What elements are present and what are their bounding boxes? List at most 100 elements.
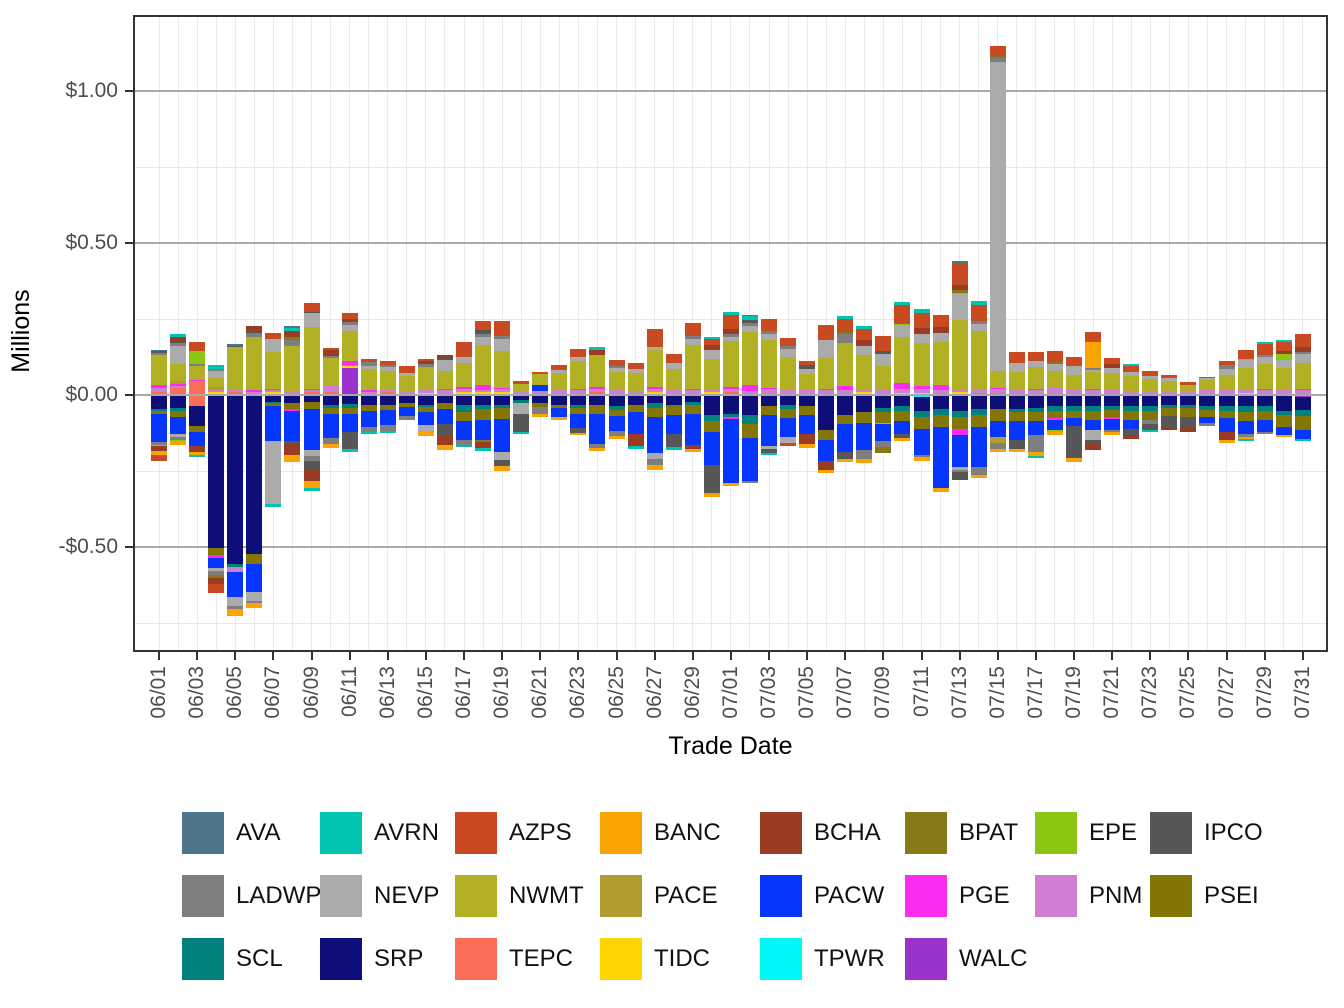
bar-segment-SCL xyxy=(970,409,987,416)
bar-segment-SRP xyxy=(799,395,816,407)
bar-segment-AZPS xyxy=(398,365,415,374)
bar-segment-AZPS xyxy=(1294,333,1311,348)
x-tick-label: 07/05 xyxy=(795,666,819,719)
bar-segment-PGE xyxy=(360,390,377,392)
x-axis-tick xyxy=(577,652,580,660)
bar-segment-BANC xyxy=(818,470,835,474)
y-axis-tick xyxy=(125,241,133,244)
bar-segment-PSEI xyxy=(1104,409,1121,418)
x-gridline xyxy=(882,15,884,652)
bar-segment-PSEI xyxy=(1123,410,1140,420)
bar-segment-AVRN xyxy=(513,432,530,434)
bar-segment-LADWP xyxy=(780,345,797,350)
bar-segment-PGE xyxy=(208,555,225,558)
bar-segment-NWMT xyxy=(1275,367,1292,391)
bar-segment-AZPS xyxy=(341,312,358,319)
bar-segment-NWMT xyxy=(1085,372,1102,389)
legend-label-BPAT: BPAT xyxy=(959,819,1019,846)
bar-segment-PSEI xyxy=(875,412,892,423)
x-tick-label: 06/07 xyxy=(261,666,285,719)
bar-segment-PACW xyxy=(494,418,511,453)
bar-segment-SRP xyxy=(913,397,930,411)
legend-swatch-BCHA xyxy=(760,812,802,854)
bar-segment-NWMT xyxy=(551,373,568,389)
bar-segment-BCHA xyxy=(1294,347,1311,352)
bar-segment-NEVP xyxy=(417,425,434,432)
bar-segment-BANC xyxy=(684,449,701,453)
x-axis-tick xyxy=(691,652,694,660)
bar-segment-SRP xyxy=(951,395,968,411)
bar-segment-BCHA xyxy=(913,328,930,335)
bar-segment-PSEI xyxy=(780,409,797,419)
bar-segment-SCL xyxy=(570,404,587,409)
x-tick-label: 07/23 xyxy=(1138,666,1162,719)
bar-segment-NWMT xyxy=(970,331,987,390)
bar-segment-PGE xyxy=(722,387,739,389)
bar-segment-PSEI xyxy=(208,547,225,556)
bar-segment-NWMT xyxy=(494,351,511,388)
y-gridline-major xyxy=(133,394,1328,396)
bar-segment-LADWP xyxy=(761,331,778,335)
bar-segment-NEVP xyxy=(227,596,244,606)
bar-segment-LADWP xyxy=(1085,368,1102,370)
x-gridline xyxy=(558,15,560,652)
bar-segment-PACW xyxy=(208,557,225,569)
x-tick-label: 06/19 xyxy=(490,666,514,719)
bar-segment-BCHA xyxy=(436,435,453,446)
legend-swatch-AVRN xyxy=(320,812,362,854)
legend-swatch-AZPS xyxy=(455,812,497,854)
bar-segment-NEVP xyxy=(608,368,625,373)
legend-swatch-PACE xyxy=(600,875,642,917)
bar-segment-AZPS xyxy=(265,333,282,339)
legend-swatch-PNM xyxy=(1035,875,1077,917)
bar-segment-PSEI xyxy=(322,407,339,414)
bar-segment-SRP xyxy=(303,395,320,402)
bar-segment-SCL xyxy=(780,404,797,410)
bar-segment-AZPS xyxy=(322,348,339,351)
x-gridline xyxy=(406,15,408,652)
bar-segment-AVRN xyxy=(913,309,930,314)
bar-segment-PNM xyxy=(1085,390,1102,394)
bar-segment-LADWP xyxy=(722,333,739,337)
x-axis-tick xyxy=(920,652,923,660)
bar-segment-AZPS xyxy=(646,328,663,347)
bar-segment-SRP xyxy=(761,395,778,407)
bar-segment-NEVP xyxy=(1142,376,1159,379)
x-axis-tick xyxy=(424,652,427,660)
bar-segment-NEVP xyxy=(265,441,282,504)
bar-segment-SRP xyxy=(665,395,682,405)
bar-segment-LADWP xyxy=(741,480,758,484)
bar-segment-SRP xyxy=(894,395,911,407)
x-axis-tick xyxy=(1301,652,1304,660)
bar-segment-PGE xyxy=(456,387,472,389)
bar-segment-PACW xyxy=(360,410,377,428)
bar-segment-PSEI xyxy=(246,553,263,565)
bar-segment-PSEI xyxy=(1275,415,1292,428)
bar-segment-NEVP xyxy=(894,325,911,338)
bar-segment-NWMT xyxy=(875,366,892,391)
bar-segment-NWMT xyxy=(837,343,854,386)
bar-segment-SCL xyxy=(1256,406,1273,411)
bar-segment-TIDC xyxy=(494,392,511,394)
bar-segment-AVRN xyxy=(265,503,282,507)
x-gridline xyxy=(787,15,789,652)
bar-segment-NWMT xyxy=(1066,375,1083,391)
bar-segment-AZPS xyxy=(475,320,492,331)
bar-segment-NWMT xyxy=(856,355,873,389)
bar-segment-SRP xyxy=(532,395,549,404)
bar-segment-PNM xyxy=(741,390,758,394)
bar-segment-NEVP xyxy=(360,366,377,370)
bar-segment-IPCO xyxy=(246,331,263,333)
bar-segment-TEPC xyxy=(379,392,396,394)
bar-segment-PACW xyxy=(818,439,835,461)
bar-segment-NWMT xyxy=(1199,380,1216,390)
bar-segment-SCL xyxy=(1104,406,1121,410)
bar-segment-SCL xyxy=(1294,410,1311,416)
bar-segment-PNM xyxy=(456,388,472,393)
legend-label-PACW: PACW xyxy=(814,882,885,909)
x-axis-title: Trade Date xyxy=(668,732,793,760)
bar-segment-SCL xyxy=(456,404,472,413)
bar-segment-PNM xyxy=(818,390,835,394)
bar-segment-NEVP xyxy=(1123,372,1140,376)
bar-segment-NWMT xyxy=(951,320,968,389)
